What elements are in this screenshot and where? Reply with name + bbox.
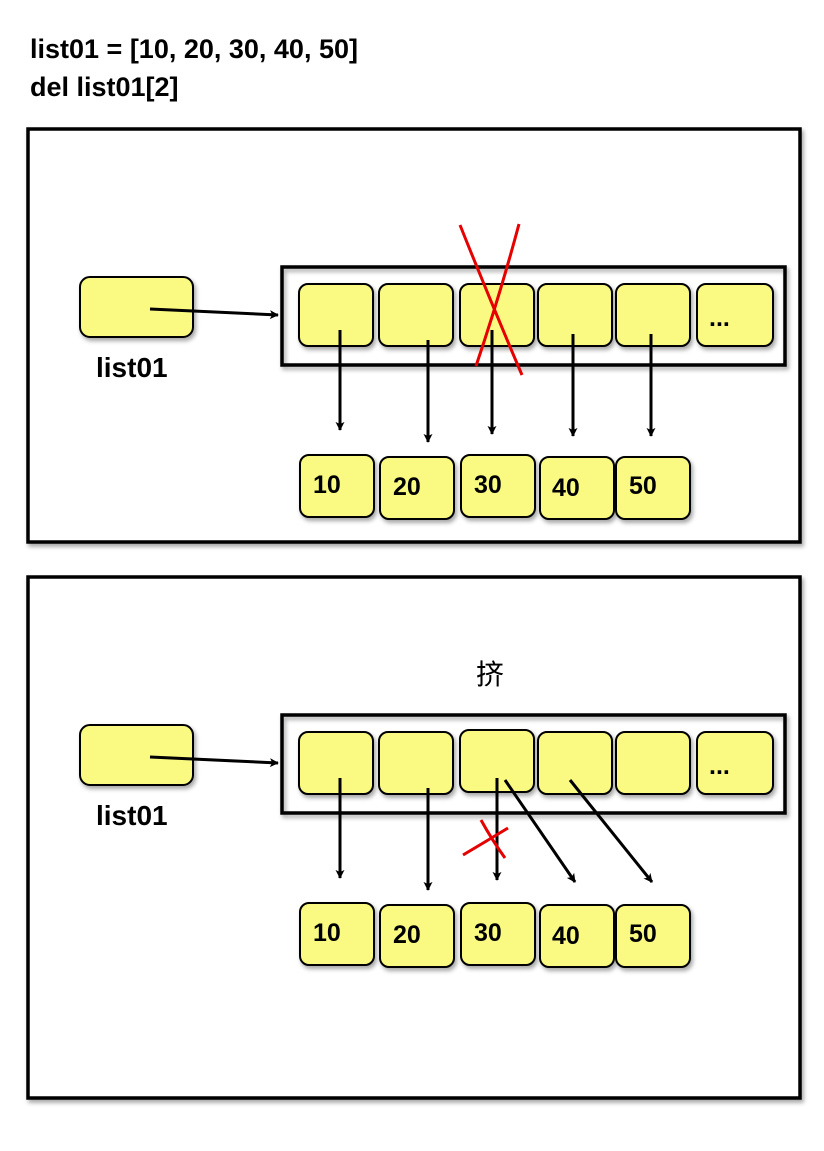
code-line-1: list01 = [10, 20, 30, 40, 50]: [30, 34, 358, 64]
value-box: [299, 454, 375, 518]
slot-arrow-shifted: [568, 779, 654, 883]
value-label: 30: [474, 471, 502, 499]
list-slot: [537, 283, 613, 347]
value-label: 20: [393, 921, 421, 949]
code-line-2: del list01[2]: [30, 72, 179, 102]
value-label: 40: [552, 922, 580, 950]
value-box: [615, 456, 691, 520]
list-slot-more: [696, 731, 774, 795]
list-slot: [378, 731, 454, 795]
list-slot-more-label: ...: [709, 752, 730, 780]
value-box: [460, 454, 536, 518]
list-container: [280, 265, 787, 367]
value-box: [379, 456, 455, 520]
list-slot-more-label: ...: [709, 304, 730, 332]
list-slot: [537, 731, 613, 795]
value-label: 10: [313, 471, 341, 499]
value-box: [460, 902, 536, 966]
list-slot: [615, 283, 691, 347]
value-label: 50: [629, 472, 657, 500]
value-label: 20: [393, 473, 421, 501]
value-box: [379, 904, 455, 968]
list-slot-more: [696, 283, 774, 347]
panel-before: list01 ... 10 20 30 40 50: [26, 127, 802, 544]
delete-cross-mark: [462, 819, 509, 859]
variable-box: [79, 276, 194, 338]
delete-cross-mark: [458, 223, 524, 376]
value-box: [299, 902, 375, 966]
panel-after: 挤 list01 ... 10 20: [26, 575, 802, 1100]
value-label: 30: [474, 919, 502, 947]
list-slot: [378, 283, 454, 347]
value-box: [539, 456, 615, 520]
variable-label: list01: [96, 352, 168, 383]
variable-box: [79, 724, 194, 786]
value-box: [539, 904, 615, 968]
reference-arrow: [149, 307, 279, 320]
shift-note: 挤: [476, 658, 504, 691]
reference-arrow: [149, 755, 279, 768]
list-slot: [298, 283, 374, 347]
list-slot: [615, 731, 691, 795]
list-container: [280, 713, 787, 815]
slot-arrow-shifted: [503, 779, 577, 883]
value-label: 50: [629, 920, 657, 948]
panel-frame: [26, 575, 802, 1100]
value-label: 40: [552, 474, 580, 502]
value-label: 10: [313, 919, 341, 947]
list-slot: [298, 731, 374, 795]
variable-label: list01: [96, 800, 168, 831]
value-box: [615, 904, 691, 968]
